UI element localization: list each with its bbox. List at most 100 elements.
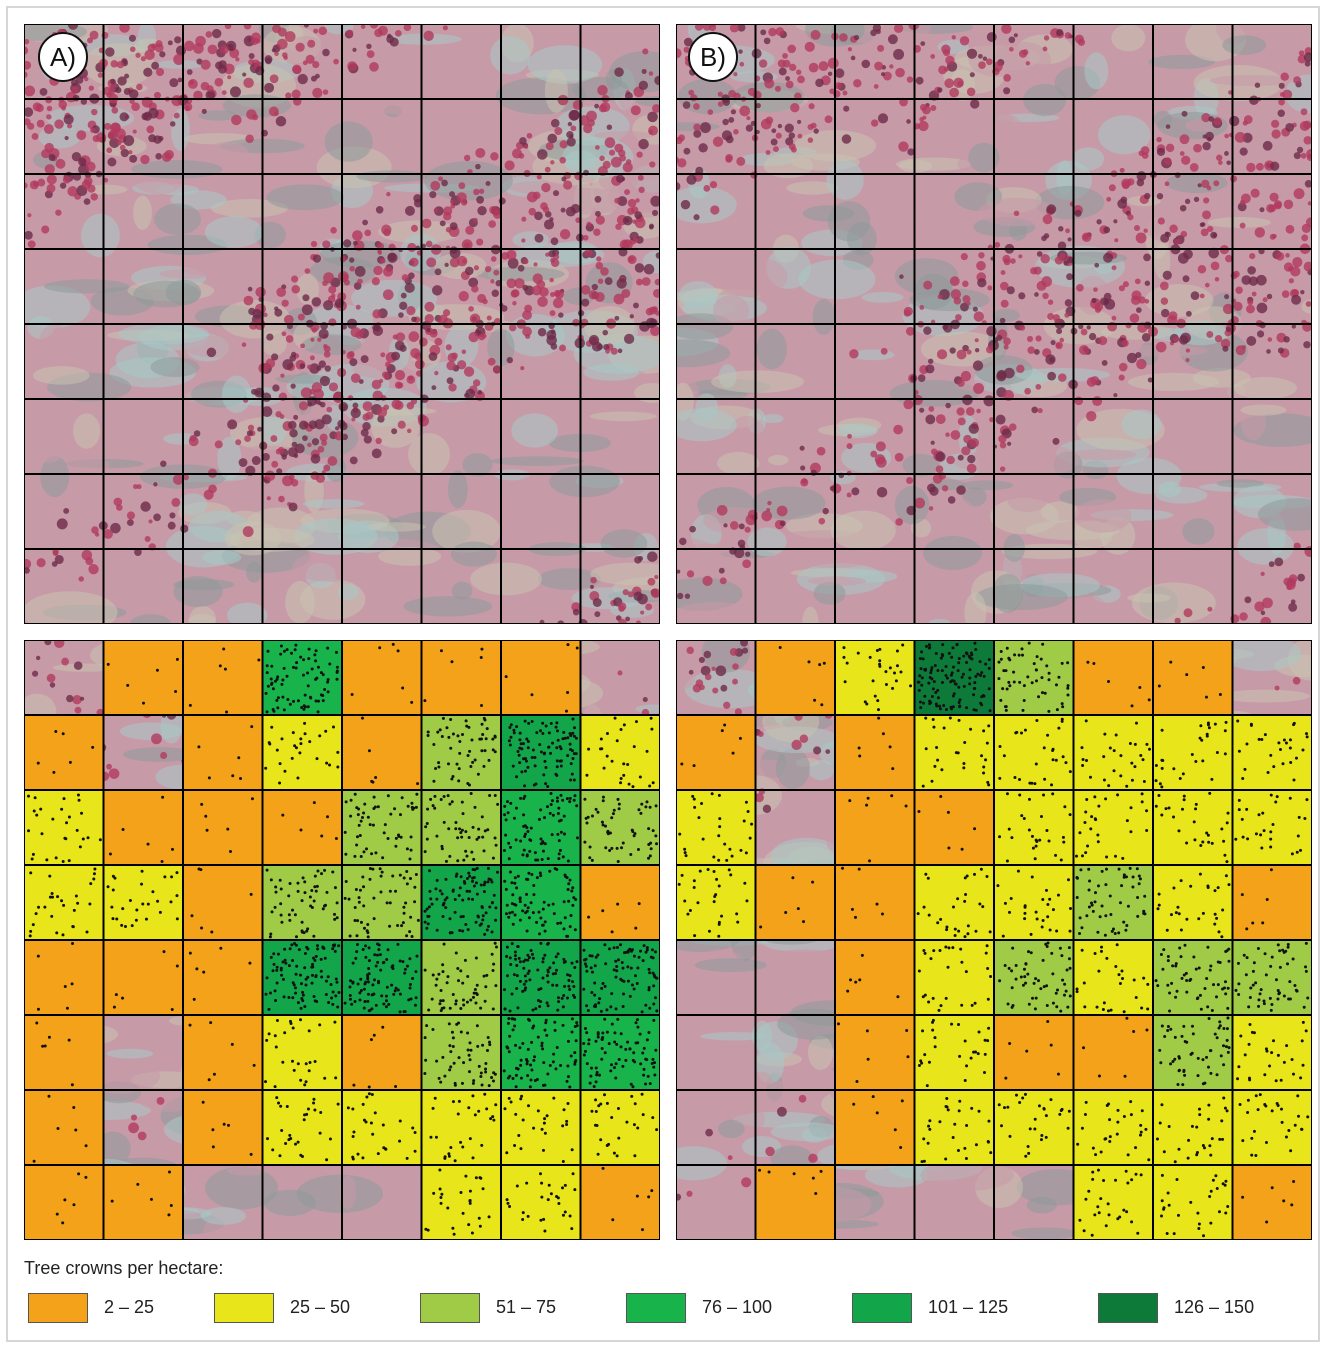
density-cell: [103, 1165, 183, 1240]
grid-lines: [24, 24, 660, 624]
legend-swatch: [28, 1293, 88, 1323]
density-cell: [103, 790, 183, 865]
density-cell: [183, 640, 263, 715]
density-cell: [994, 940, 1074, 1015]
density-cell: [676, 865, 756, 940]
density-cell: [914, 790, 994, 865]
panel-a-label: A): [38, 32, 88, 82]
density-cell: [501, 640, 581, 715]
density-cell: [1073, 1015, 1153, 1090]
density-cell: [676, 790, 756, 865]
grid-lines: [676, 24, 1312, 624]
terrain-texture: [676, 24, 1312, 624]
density-cell: [421, 940, 501, 1015]
legend-label: 2 – 25: [104, 1297, 155, 1317]
density-cell: [183, 865, 263, 940]
density-cell: [1232, 1090, 1312, 1165]
panel-a-satellite-image: A): [24, 24, 660, 624]
legend-swatch: [852, 1293, 912, 1323]
density-cell: [835, 790, 915, 865]
density-cell: [342, 715, 422, 790]
legend-label: 126 – 150: [1174, 1297, 1255, 1317]
density-cell: [501, 790, 581, 865]
density-cell: [183, 1090, 263, 1165]
density-cell: [835, 715, 915, 790]
density-cell: [1153, 640, 1233, 715]
density-cell: [580, 1165, 660, 1240]
density-cell: [262, 1090, 342, 1165]
density-cell: [24, 1015, 104, 1090]
density-cell: [1153, 715, 1233, 790]
density-cell: [1073, 640, 1153, 715]
grid-lines: [676, 640, 1312, 1240]
density-cell: [24, 715, 104, 790]
density-cell: [24, 940, 104, 1015]
density-cell: [914, 940, 994, 1015]
density-cells: [24, 640, 660, 1240]
panel-b-satellite-image: B): [676, 24, 1312, 624]
tree-crown-points: [27, 642, 659, 1236]
density-cell: [994, 1090, 1074, 1165]
density-cell: [421, 1165, 501, 1240]
density-cell: [262, 640, 342, 715]
density-cell: [835, 640, 915, 715]
density-cell: [421, 1090, 501, 1165]
panel-b-label: B): [688, 32, 738, 82]
density-cell: [914, 715, 994, 790]
grid-lines: [24, 640, 660, 1240]
density-cell: [342, 865, 422, 940]
density-cell: [342, 640, 422, 715]
density-cell: [1232, 940, 1312, 1015]
panel-b-density-map: [676, 640, 1312, 1240]
density-cell: [914, 1015, 994, 1090]
density-cell: [835, 1015, 915, 1090]
density-cell: [914, 1090, 994, 1165]
figure-frame: [6, 6, 1320, 1342]
density-map-a: [24, 640, 660, 1240]
density-cell: [1153, 1165, 1233, 1240]
density-cell: [342, 1090, 422, 1165]
legend-title: Tree crowns per hectare:: [24, 1258, 224, 1278]
density-cell: [1073, 1165, 1153, 1240]
density-cell: [994, 715, 1074, 790]
satellite-image-b: [676, 24, 1312, 624]
density-cell: [580, 1090, 660, 1165]
density-cell: [1153, 790, 1233, 865]
density-cell: [262, 1015, 342, 1090]
legend-label: 101 – 125: [928, 1297, 1009, 1317]
panel-a-density-map: [24, 640, 660, 1240]
density-cell: [24, 1165, 104, 1240]
legend-label: 25 – 50: [290, 1297, 351, 1317]
legend-swatch: [214, 1293, 274, 1323]
density-cell: [1073, 715, 1153, 790]
density-cell: [421, 715, 501, 790]
legend-swatch: [1098, 1293, 1158, 1323]
density-cell: [835, 940, 915, 1015]
density-cell: [24, 865, 104, 940]
density-cell: [994, 865, 1074, 940]
density-cell: [994, 790, 1074, 865]
density-cell: [755, 640, 835, 715]
density-map-b: [676, 640, 1312, 1240]
density-cell: [1232, 865, 1312, 940]
density-cell: [835, 1090, 915, 1165]
density-cell: [183, 715, 263, 790]
density-cell: [501, 1165, 581, 1240]
density-cell: [1232, 790, 1312, 865]
density-cell: [183, 940, 263, 1015]
tree-crown-points: [677, 641, 1310, 1238]
legend-swatch: [420, 1293, 480, 1323]
density-cell: [1153, 940, 1233, 1015]
density-cell: [580, 865, 660, 940]
density-cell: [421, 640, 501, 715]
density-cell: [342, 790, 422, 865]
density-cell: [262, 790, 342, 865]
density-cell: [24, 1090, 104, 1165]
density-cell: [183, 1015, 263, 1090]
density-cell: [835, 865, 915, 940]
density-cell: [676, 715, 756, 790]
density-cell: [755, 1165, 835, 1240]
density-cell: [994, 1015, 1074, 1090]
density-cell: [183, 790, 263, 865]
density-cell: [1232, 1165, 1312, 1240]
